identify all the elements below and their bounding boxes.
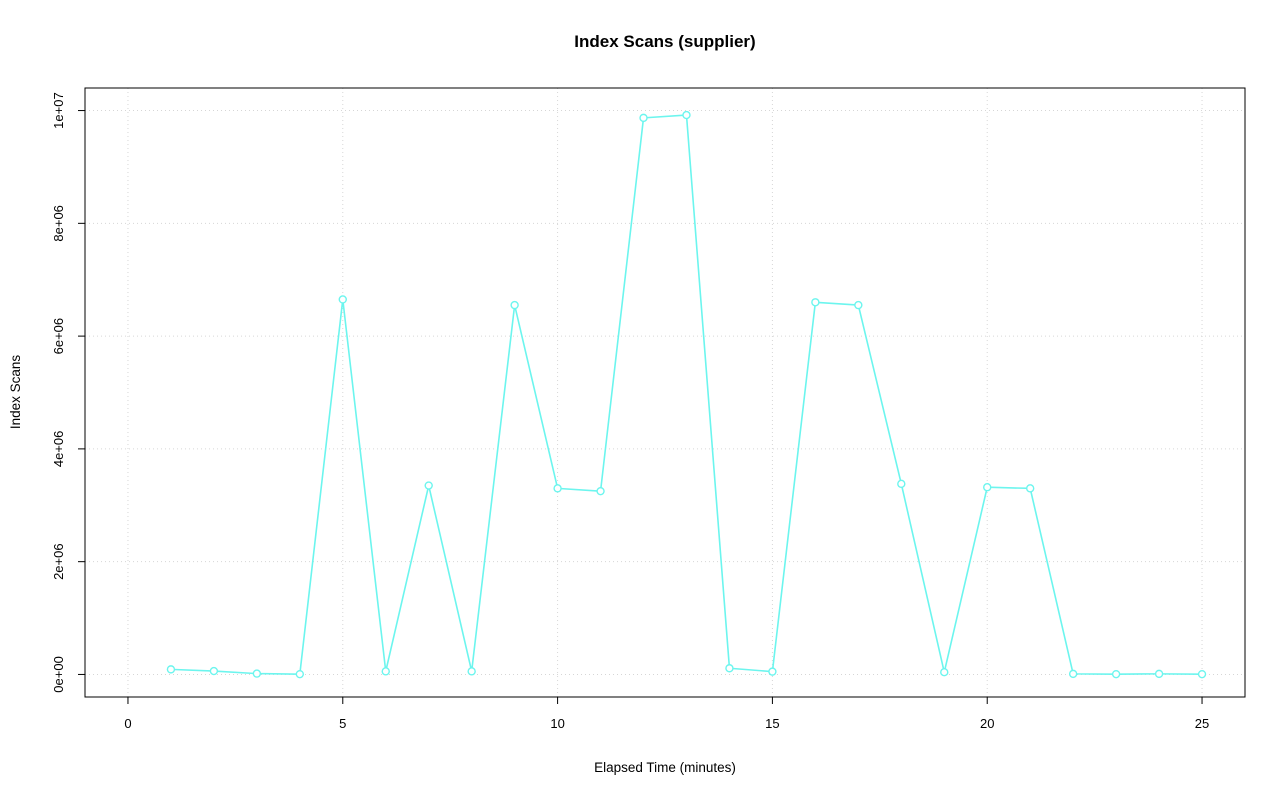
data-point xyxy=(510,300,519,310)
y-tick-label: 4e+06 xyxy=(51,431,66,468)
data-point xyxy=(897,479,906,489)
plot-area: 0 5 10 15 20 25 0e+00 2e+06 4e+06 6e+06 8e+06 1e+07 xyxy=(51,87,1246,731)
data-point xyxy=(1025,484,1035,493)
x-tick-label: 10 xyxy=(550,716,564,731)
data-point xyxy=(166,665,176,674)
data-point xyxy=(725,664,734,673)
data-point xyxy=(252,669,262,678)
data-point xyxy=(553,484,562,493)
data-point xyxy=(639,113,648,123)
data-point xyxy=(983,483,992,492)
y-tick-label: 6e+06 xyxy=(51,318,66,355)
y-tick-label: 8e+06 xyxy=(51,205,66,242)
data-point xyxy=(1197,669,1207,679)
data-point xyxy=(768,667,777,676)
data-point xyxy=(1068,669,1078,679)
data-point xyxy=(1154,669,1164,679)
data-point xyxy=(854,300,863,310)
data-point xyxy=(467,667,476,676)
chart-title: Index Scans (supplier) xyxy=(574,32,755,51)
data-point xyxy=(682,110,691,120)
data-point xyxy=(424,481,433,490)
data-line xyxy=(170,114,1203,675)
data-point xyxy=(1111,669,1121,679)
x-tick-label: 0 xyxy=(124,716,131,731)
x-tick-label: 15 xyxy=(765,716,779,731)
data-point xyxy=(940,667,949,677)
data-point xyxy=(596,486,605,496)
data-point xyxy=(381,667,390,676)
plot-border xyxy=(84,87,1246,698)
x-tick-label: 20 xyxy=(980,716,994,731)
data-point xyxy=(338,295,347,304)
data-point xyxy=(209,666,219,676)
y-tick-label: 1e+07 xyxy=(51,92,66,129)
data-point xyxy=(295,669,305,679)
x-axis-label: Elapsed Time (minutes) xyxy=(594,760,736,775)
x-tick-label: 25 xyxy=(1195,716,1209,731)
y-axis-label: Index Scans xyxy=(8,355,23,430)
y-tick-label: 0e+00 xyxy=(51,656,66,693)
x-tick-label: 5 xyxy=(339,716,346,731)
data-point xyxy=(811,298,820,307)
y-tick-label: 2e+06 xyxy=(51,543,66,580)
